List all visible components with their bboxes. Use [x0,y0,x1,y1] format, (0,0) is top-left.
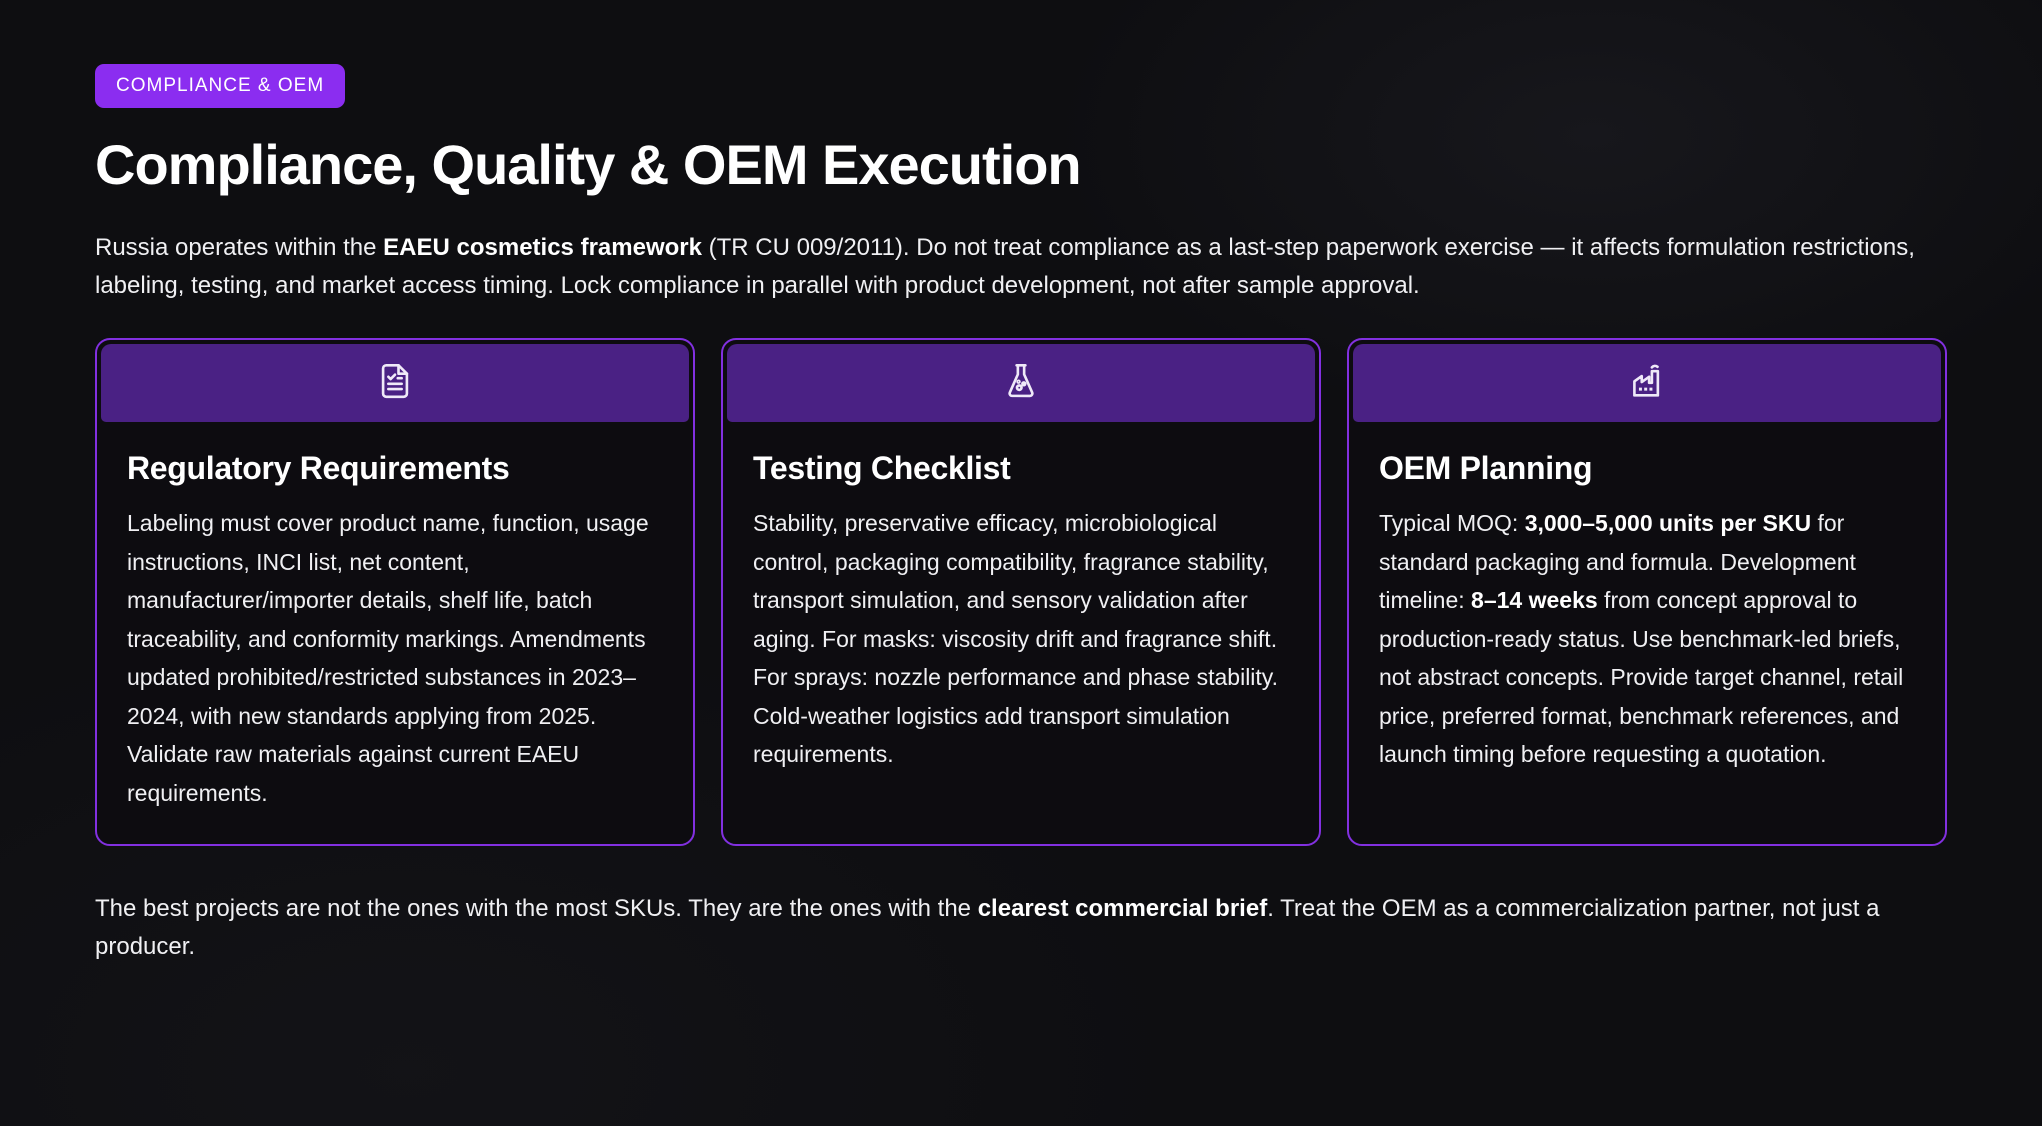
card-testing-checklist: Testing Checklist Stability, preservativ… [721,338,1321,847]
flask-icon [1000,360,1042,407]
card-body: Testing Checklist Stability, preservativ… [727,422,1315,802]
card-header-band [101,344,689,423]
card-header-band [1353,344,1941,423]
card-title: OEM Planning [1379,450,1593,487]
factory-icon [1626,360,1668,407]
card-title: Regulatory Requirements [127,450,510,487]
card-text: Typical MOQ: 3,000–5,000 units per SKU f… [1379,510,1904,768]
compliance-oem-section: COMPLIANCE & OEM Compliance, Quality & O… [95,64,1947,961]
page-title: Compliance, Quality & OEM Execution [95,133,1082,196]
card-body: Regulatory Requirements Labeling must co… [101,422,689,840]
card-text: Labeling must cover product name, functi… [127,510,649,806]
section-badge: COMPLIANCE & OEM [95,64,346,108]
card-oem-planning: OEM Planning Typical MOQ: 3,000–5,000 un… [1347,338,1947,847]
intro-paragraph: Russia operates within the EAEU cosmetic… [95,234,1915,300]
card-regulatory-requirements: Regulatory Requirements Labeling must co… [95,338,695,847]
card-title: Testing Checklist [753,450,1011,487]
document-check-icon [374,360,416,407]
card-text: Stability, preservative efficacy, microb… [753,510,1278,768]
cards-grid: Regulatory Requirements Labeling must co… [95,338,1947,847]
card-header-band [727,344,1315,423]
card-body: OEM Planning Typical MOQ: 3,000–5,000 un… [1353,422,1941,802]
outro-paragraph: The best projects are not the ones with … [95,895,1880,961]
